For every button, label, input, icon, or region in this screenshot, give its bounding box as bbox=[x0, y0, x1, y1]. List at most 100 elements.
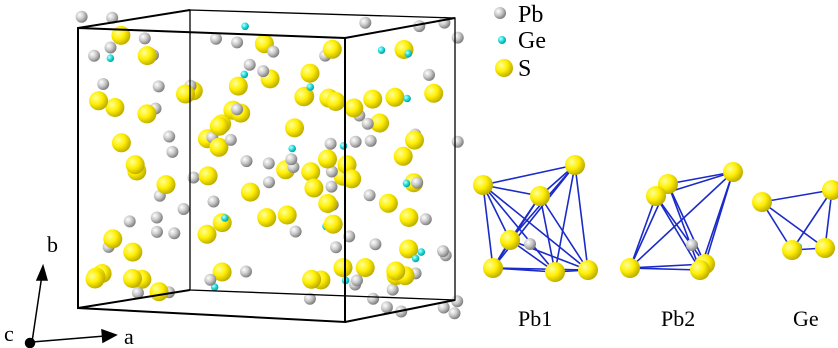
s-atom bbox=[405, 131, 424, 150]
ge-atom bbox=[403, 95, 411, 103]
pb-atom bbox=[387, 284, 399, 296]
s-atom bbox=[86, 270, 105, 289]
pb-atom bbox=[290, 226, 302, 238]
s-atom bbox=[620, 258, 640, 278]
polyhedron-label: Ge bbox=[793, 306, 819, 331]
legend-s-marker bbox=[495, 59, 513, 77]
s-atom bbox=[646, 186, 666, 206]
pb-atom bbox=[263, 176, 275, 188]
ge-atom bbox=[403, 180, 411, 188]
s-atom bbox=[257, 208, 276, 227]
s-atom bbox=[690, 260, 710, 280]
s-atom bbox=[301, 162, 320, 181]
bond bbox=[656, 196, 705, 264]
legend-label: Pb bbox=[518, 2, 543, 28]
pb-atom bbox=[231, 36, 243, 48]
pb-atom bbox=[367, 293, 379, 305]
cell-edge bbox=[345, 300, 455, 322]
s-atom bbox=[210, 117, 229, 136]
pb-atom bbox=[225, 134, 237, 146]
s-atom bbox=[379, 194, 398, 213]
pb-atom bbox=[244, 59, 256, 71]
s-atom bbox=[302, 270, 321, 289]
ge-atom bbox=[405, 50, 413, 58]
pb-atom bbox=[381, 301, 393, 313]
crystal-atoms bbox=[76, 11, 464, 319]
a-arrow bbox=[102, 330, 116, 342]
s-atom bbox=[278, 206, 297, 225]
bond bbox=[483, 185, 493, 268]
s-atom bbox=[723, 162, 743, 182]
pb-atom bbox=[139, 32, 151, 44]
pb-atom bbox=[325, 138, 337, 150]
s-atom bbox=[334, 258, 353, 277]
s-atom bbox=[241, 183, 260, 202]
a-axis bbox=[32, 336, 105, 342]
s-atom bbox=[198, 225, 217, 244]
pb-atom bbox=[452, 32, 464, 44]
s-atom bbox=[473, 175, 493, 195]
pb-atom bbox=[257, 65, 269, 77]
ge-atom bbox=[221, 214, 229, 222]
figure: Pb Ge S b a c Pb1 Pb2 Ge bbox=[0, 0, 838, 348]
polyhedra bbox=[473, 155, 838, 282]
pb-atom bbox=[330, 241, 342, 253]
s-atom bbox=[157, 175, 176, 194]
pb-atom bbox=[359, 17, 371, 29]
axis-label: b bbox=[47, 232, 58, 257]
s-atom bbox=[385, 88, 404, 107]
pb-atom bbox=[204, 274, 216, 286]
pb-atom bbox=[166, 146, 178, 158]
s-atom bbox=[822, 180, 838, 200]
s-atom bbox=[318, 150, 337, 169]
ge-atom bbox=[340, 142, 348, 150]
pb-atom bbox=[364, 189, 376, 201]
s-atom bbox=[424, 84, 443, 103]
ge-atom bbox=[418, 248, 426, 256]
s-atom bbox=[199, 166, 218, 185]
s-atom bbox=[363, 90, 382, 109]
pb-atom bbox=[178, 203, 190, 215]
pb-atom bbox=[240, 266, 252, 278]
ge-atom bbox=[288, 145, 296, 153]
s-atom bbox=[103, 229, 122, 248]
pb-atom bbox=[88, 50, 100, 62]
s-atom bbox=[324, 215, 343, 234]
pb-atom bbox=[210, 33, 222, 45]
pb-atom bbox=[151, 226, 163, 238]
pb-atom bbox=[411, 177, 423, 189]
legend: Pb Ge S bbox=[494, 2, 546, 82]
pb-atom bbox=[365, 135, 377, 147]
pb-atom bbox=[97, 78, 109, 90]
s-atom bbox=[123, 243, 142, 262]
pb-atom bbox=[437, 245, 449, 257]
pb-atom bbox=[168, 227, 180, 239]
pb-atom bbox=[369, 238, 381, 250]
legend-label: Ge bbox=[518, 28, 546, 54]
b-axis bbox=[32, 275, 42, 342]
ge-atom bbox=[307, 83, 315, 91]
pb-atom bbox=[153, 80, 165, 92]
pb-atom bbox=[231, 103, 243, 115]
legend-label: S bbox=[518, 56, 531, 82]
s-atom bbox=[229, 77, 248, 96]
c-axis-dot bbox=[26, 339, 35, 348]
bond bbox=[762, 190, 832, 202]
central-atom bbox=[524, 238, 536, 250]
s-atom bbox=[578, 260, 598, 280]
s-atom bbox=[782, 240, 802, 260]
s-atom bbox=[344, 99, 363, 118]
pb-atom bbox=[449, 307, 461, 319]
s-atom bbox=[176, 85, 195, 104]
pb-atom bbox=[423, 69, 435, 81]
s-atom bbox=[89, 91, 108, 110]
ge-atom bbox=[412, 255, 420, 263]
s-atom bbox=[150, 282, 169, 301]
pb-atom bbox=[124, 215, 136, 227]
s-atom bbox=[500, 230, 520, 250]
s-atom bbox=[137, 104, 156, 123]
pb-atom bbox=[76, 11, 88, 23]
central-atom bbox=[686, 239, 698, 251]
pb-atom bbox=[163, 131, 175, 143]
cell-edge bbox=[78, 10, 190, 28]
